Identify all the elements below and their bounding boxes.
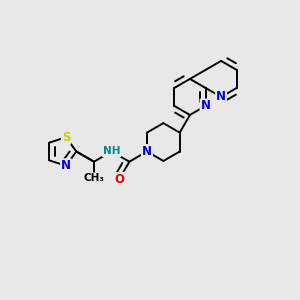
Text: N: N bbox=[216, 90, 226, 104]
Text: NH: NH bbox=[103, 146, 120, 157]
Text: CH₃: CH₃ bbox=[83, 173, 104, 183]
Text: N: N bbox=[142, 145, 152, 158]
Text: N: N bbox=[61, 159, 71, 172]
Text: S: S bbox=[62, 131, 70, 144]
Text: N: N bbox=[200, 99, 211, 112]
Text: O: O bbox=[114, 173, 124, 186]
